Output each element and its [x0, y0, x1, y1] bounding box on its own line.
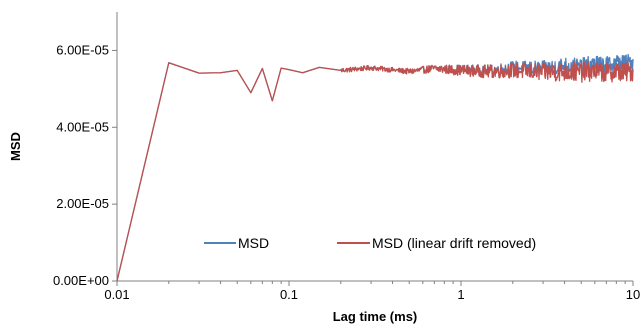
y-tick-label: 4.00E-05	[56, 119, 109, 134]
x-tick-label: 1	[457, 287, 464, 302]
y-tick-label: 6.00E-05	[56, 42, 109, 57]
series-layer	[116, 53, 634, 282]
y-ticks: 0.00E+00 2.00E-05 4.00E-05 6.00E-05	[53, 42, 117, 288]
series-line-msd-drift-removed	[116, 61, 634, 282]
y-tick-label: 0.00E+00	[53, 273, 109, 288]
legend-label: MSD (linear drift removed)	[372, 235, 536, 251]
legend-label: MSD	[238, 235, 269, 251]
y-axis-title: MSD	[8, 132, 23, 161]
legend: MSD MSD (linear drift removed)	[204, 235, 536, 251]
x-ticks: 0.01 0.1 1 10	[104, 281, 640, 302]
x-tick-label: 10	[626, 287, 640, 302]
x-axis-title: Lag time (ms)	[333, 309, 418, 324]
x-tick-label: 0.01	[104, 287, 129, 302]
x-tick-label: 0.1	[280, 287, 298, 302]
y-tick-label: 2.00E-05	[56, 196, 109, 211]
